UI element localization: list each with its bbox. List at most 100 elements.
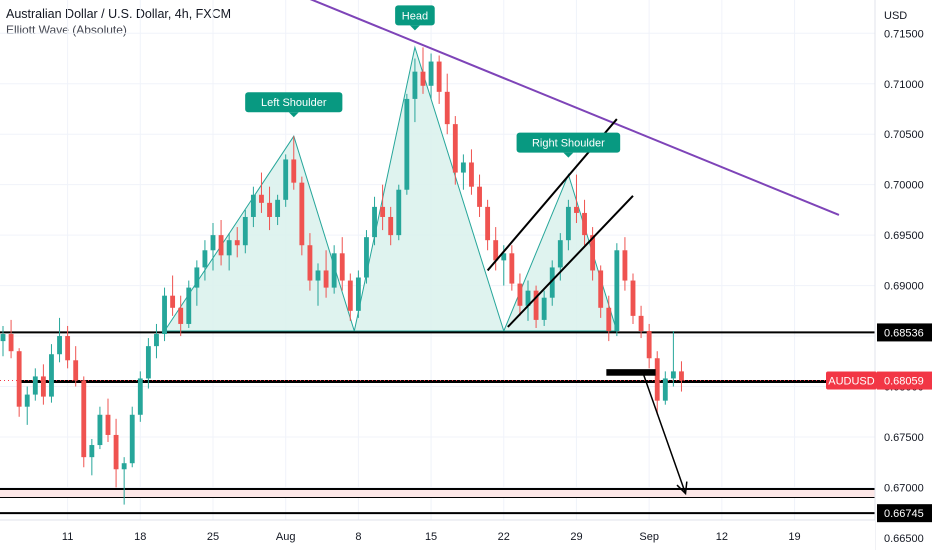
time-axis[interactable]: 11 18 25 Aug 8 15 22 29 Sep 12 19 — [0, 519, 875, 550]
candle-body — [549, 267, 555, 298]
candle-body — [113, 434, 119, 470]
candle-body — [444, 91, 450, 125]
last-price-text: 0.68059 — [884, 376, 924, 388]
candle-body — [210, 235, 216, 251]
head-and-shoulders-pattern — [163, 45, 618, 333]
candle-body — [541, 297, 547, 320]
candle-body — [129, 414, 135, 464]
candle-body — [412, 71, 418, 99]
candle-body — [477, 186, 482, 207]
price-tick-label: 0.71000 — [884, 79, 924, 91]
candle-body — [259, 194, 264, 203]
candle-body — [242, 216, 248, 246]
time-tick-label: Aug — [276, 531, 296, 543]
candle-body — [16, 351, 22, 407]
candle-body — [630, 280, 636, 316]
pattern-label-text: Right Shoulder — [532, 138, 605, 150]
candle-body — [469, 162, 474, 187]
pattern-label-pointer — [288, 112, 299, 118]
candle-body — [420, 71, 426, 86]
candle-body — [428, 61, 434, 86]
candle-body — [606, 307, 612, 332]
candle-body — [452, 124, 458, 173]
candle-body — [404, 98, 410, 190]
key-levels — [0, 331, 875, 515]
candle-body — [186, 287, 192, 324]
level-price-text: 0.68536 — [884, 327, 924, 339]
candle-body — [574, 206, 579, 213]
pattern-label-text: Left Shoulder — [261, 97, 327, 109]
candle-body — [154, 334, 159, 347]
candle-body — [323, 270, 329, 288]
candle-body — [178, 307, 184, 324]
candle-body — [49, 354, 54, 397]
candle-body — [40, 376, 46, 397]
time-tick-label: 29 — [570, 531, 582, 543]
pattern-label-pointer — [409, 25, 420, 31]
time-tick-label: Sep — [639, 531, 659, 543]
candle-body — [315, 270, 321, 281]
time-tick-label: 18 — [134, 531, 146, 543]
currency-label: USD — [884, 10, 907, 22]
pattern-label-box — [516, 132, 621, 153]
candle-body — [582, 212, 587, 236]
candle-body — [598, 270, 604, 308]
pattern-label-box — [245, 92, 343, 113]
candle-body — [105, 414, 111, 435]
symbol-tag-text: AUDUSD — [828, 376, 875, 388]
candle-body — [299, 182, 305, 246]
price-tick-label: 0.70000 — [884, 180, 924, 192]
last-price-tag — [877, 371, 932, 390]
time-tick-label: 19 — [788, 531, 800, 543]
candle-body — [162, 295, 167, 335]
candle-body — [24, 394, 30, 407]
time-tick-label: 11 — [62, 531, 73, 543]
candle-body — [218, 235, 224, 256]
candle-body — [145, 346, 151, 379]
projection-arrow-line — [642, 374, 687, 494]
candle-body — [275, 199, 281, 217]
price-tick-label: 0.69500 — [884, 230, 924, 242]
candle-body — [32, 376, 38, 395]
price-tick-label: 0.70500 — [884, 129, 924, 141]
candle-body — [372, 206, 377, 238]
candle-body — [57, 336, 62, 355]
candle-body — [347, 280, 353, 311]
time-tick-label: 25 — [207, 531, 219, 543]
time-axis-bg — [0, 520, 875, 550]
candle-body — [436, 61, 442, 92]
candle-body — [525, 290, 531, 306]
level-price-tag — [877, 504, 932, 523]
candle-body — [590, 235, 596, 271]
candle-body — [533, 290, 539, 320]
candle-body — [339, 253, 345, 281]
pattern-label: Right Shoulder — [516, 132, 621, 158]
candle-body — [170, 295, 176, 308]
descending-trendline — [309, 0, 840, 216]
price-tick-label: 0.67500 — [884, 432, 924, 444]
pattern-area — [163, 45, 618, 333]
candle-body — [485, 206, 491, 241]
channel-lower-line — [507, 195, 634, 328]
level-price-text: 0.66745 — [884, 508, 924, 520]
time-tick-label: 8 — [355, 531, 361, 543]
candle-body — [202, 250, 208, 268]
price-axis[interactable]: USD 0.71500 0.71000 0.70500 0.70000 0.69500 0.… — [826, 0, 932, 550]
target-zone — [0, 488, 875, 498]
price-tick-label: 0.66500 — [884, 533, 924, 545]
candle-body — [137, 378, 143, 415]
candle-body — [73, 360, 79, 381]
candle-body — [396, 189, 402, 236]
candles — [0, 47, 684, 505]
pattern-label: Left Shoulder — [245, 92, 343, 118]
candle-body — [283, 159, 289, 200]
candle-body — [307, 245, 313, 281]
candle-body — [638, 315, 644, 332]
price-tick-label: 0.69000 — [884, 281, 924, 293]
candle-body — [557, 240, 563, 268]
symbol-title: Australian Dollar / U.S. Dollar, 4h, FXC… — [6, 7, 232, 21]
candle-body — [355, 277, 361, 311]
pattern-labels: Left Shoulder Head Right Shoulder — [245, 5, 621, 158]
candle-body — [662, 378, 668, 401]
